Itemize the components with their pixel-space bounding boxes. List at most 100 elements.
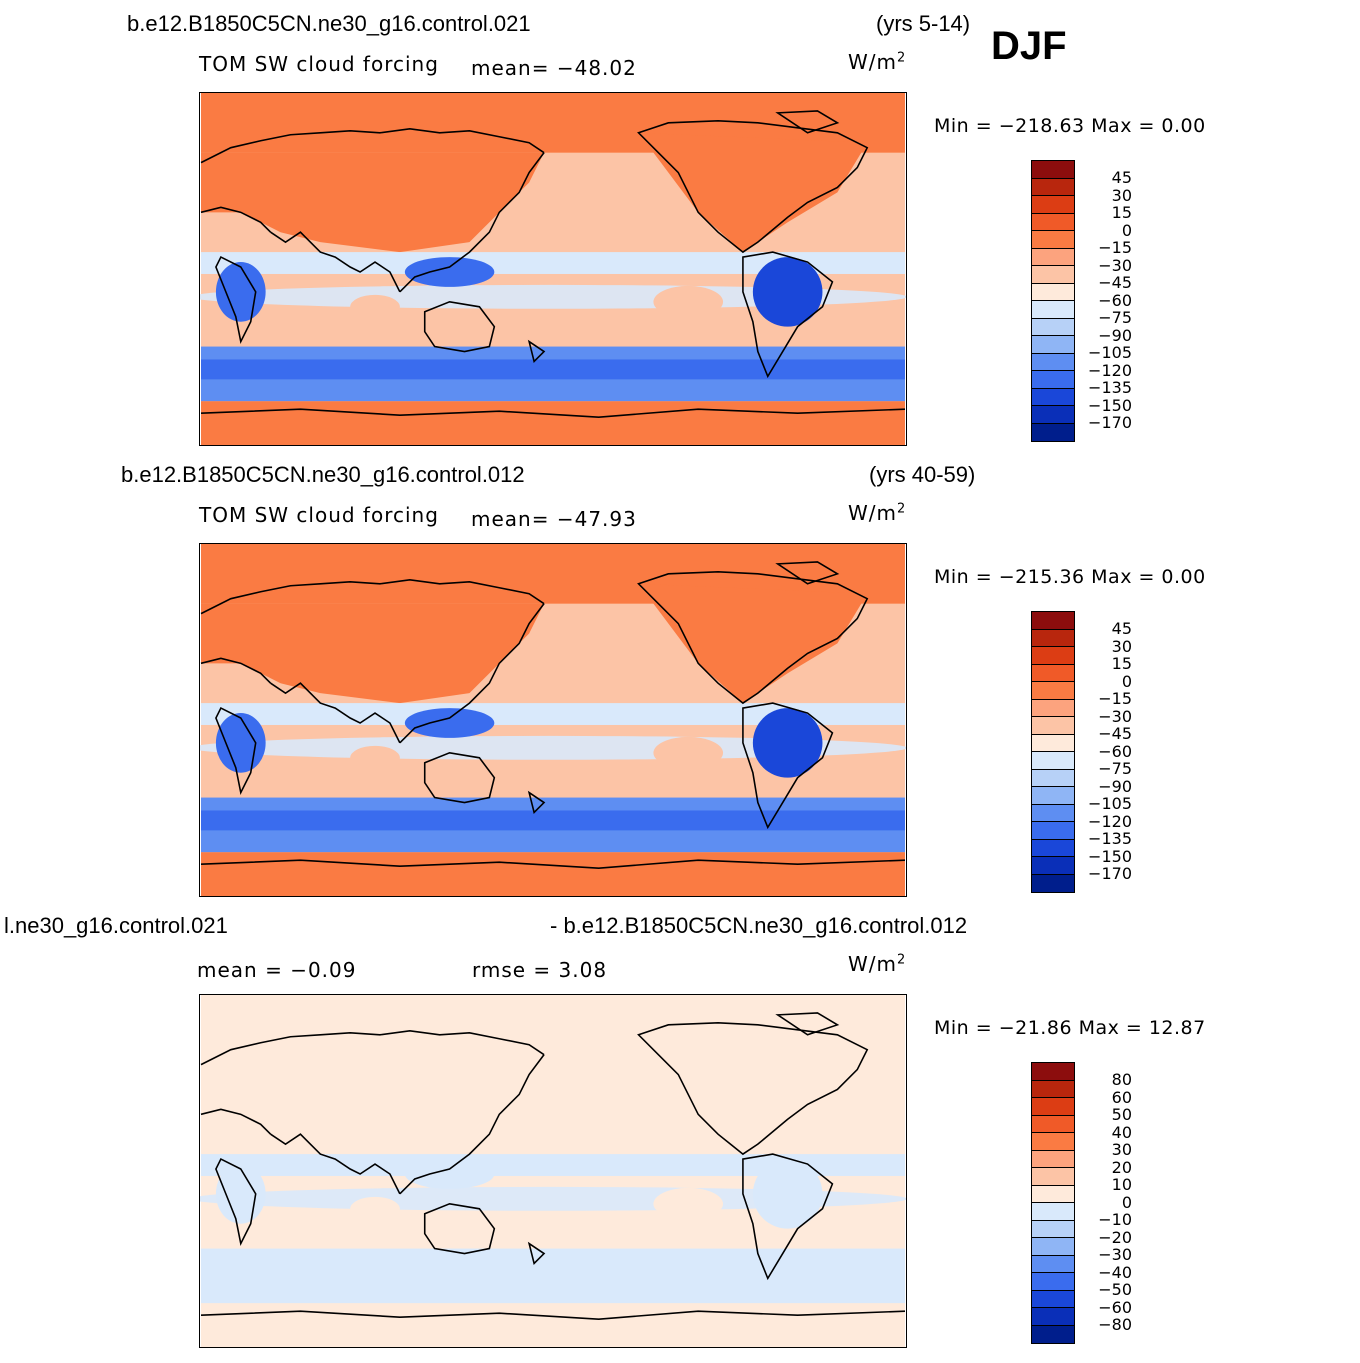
colorbar-tick-label: 60 xyxy=(1111,1087,1132,1107)
years-label: (yrs 40-59) xyxy=(869,462,976,487)
units-label: W/m2 xyxy=(848,50,907,74)
colorbar-swatch xyxy=(1032,752,1074,770)
units-label: W/m2 xyxy=(848,952,907,976)
colorbar-swatch xyxy=(1032,874,1074,892)
colorbar-tick-label: −50 xyxy=(1098,1280,1132,1299)
colorbar-tick-label: −90 xyxy=(1098,325,1132,345)
colorbar-swatch xyxy=(1032,406,1074,424)
colorbar-swatch xyxy=(1032,769,1074,787)
years-label: (yrs 5-14) xyxy=(876,11,971,36)
map-field xyxy=(200,995,906,1347)
colorbar-tick-label: 30 xyxy=(1111,1140,1132,1159)
colorbar-swatch xyxy=(1032,664,1074,682)
colorbar-swatch xyxy=(1032,839,1074,857)
colorbar-tick-label: −30 xyxy=(1098,1245,1132,1264)
rmse-label: rmse = 3.08 xyxy=(472,958,608,982)
colorbar-swatch xyxy=(1032,1308,1074,1326)
colorbar-tick-label: −45 xyxy=(1098,724,1132,743)
colorbar-swatch xyxy=(1032,301,1074,319)
map-panel xyxy=(199,92,907,446)
variable-label: TOM SW cloud forcing xyxy=(199,52,439,76)
colorbar-swatch xyxy=(1032,1063,1074,1081)
colorbar-swatch xyxy=(1032,1238,1074,1256)
colorbar-swatch xyxy=(1032,1290,1074,1308)
colorbar-swatch xyxy=(1032,647,1074,665)
colorbar-swatch xyxy=(1032,1273,1074,1291)
mean-label: mean= −48.02 xyxy=(471,56,637,80)
map-panel xyxy=(199,543,907,897)
colorbar-tick-label: −15 xyxy=(1098,689,1132,708)
case-name: l.ne30_g16.control.021 xyxy=(4,913,228,938)
colorbar-swatch xyxy=(1032,1185,1074,1203)
colorbar-swatch xyxy=(1032,371,1074,389)
colorbar-swatch xyxy=(1032,857,1074,875)
colorbar-swatch xyxy=(1032,1115,1074,1133)
colorbar-tick-label: −75 xyxy=(1098,308,1132,327)
colorbar-tick-label: −105 xyxy=(1088,794,1132,813)
colorbar-swatch xyxy=(1032,161,1074,179)
colorbar-tick-label: −120 xyxy=(1088,811,1132,831)
colorbar-tick-label: 10 xyxy=(1111,1175,1132,1194)
colorbar-swatch xyxy=(1032,1325,1074,1343)
colorbar-tick-label: 50 xyxy=(1111,1105,1132,1124)
colorbar-swatch xyxy=(1032,717,1074,735)
colorbar-tick-label: −10 xyxy=(1098,1210,1132,1229)
colorbar-swatch xyxy=(1032,318,1074,336)
min-max-label: Min = −215.36 Max = 0.00 xyxy=(934,566,1206,588)
colorbar-swatch xyxy=(1032,353,1074,371)
colorbar-tick-label: −60 xyxy=(1098,741,1132,761)
map-field xyxy=(200,93,906,445)
units-label: W/m2 xyxy=(848,501,907,525)
colorbar-swatch xyxy=(1032,1098,1074,1116)
colorbar-swatch xyxy=(1032,423,1074,441)
colorbar-tick-label: 0 xyxy=(1121,671,1132,691)
colorbar-tick-label: 20 xyxy=(1111,1157,1132,1177)
colorbar-tick-label: −135 xyxy=(1088,378,1132,397)
colorbar-swatch xyxy=(1032,612,1074,630)
colorbar-swatch xyxy=(1032,1168,1074,1186)
colorbar-tick-label: −60 xyxy=(1098,290,1132,310)
colorbar-swatch xyxy=(1032,248,1074,266)
colorbar-tick-label: −170 xyxy=(1088,864,1132,883)
colorbar-tick-label: 30 xyxy=(1111,185,1132,205)
colorbar-swatch xyxy=(1032,1220,1074,1238)
colorbar-tick-label: 45 xyxy=(1111,168,1132,187)
colorbar-swatch xyxy=(1032,699,1074,717)
variable-label: TOM SW cloud forcing xyxy=(199,503,439,527)
colorbar-tick-label: 15 xyxy=(1111,203,1132,222)
colorbar-swatch xyxy=(1032,1080,1074,1098)
colorbar-tick-label: 15 xyxy=(1111,654,1132,673)
colorbar-tick-label: −150 xyxy=(1088,846,1132,866)
colorbar-tick-label: 40 xyxy=(1111,1122,1132,1142)
colorbar-tick-label: −90 xyxy=(1098,776,1132,796)
min-max-label: Min = −21.86 Max = 12.87 xyxy=(934,1017,1206,1039)
colorbar-tick-label: −150 xyxy=(1088,395,1132,415)
colorbar-tick-label: −40 xyxy=(1098,1262,1132,1282)
mean-label: mean = −0.09 xyxy=(197,958,357,982)
case-name-subtracted: - b.e12.B1850C5CN.ne30_g16.control.012 xyxy=(550,913,968,938)
colorbar-tick-label: 80 xyxy=(1111,1070,1132,1089)
season-label: DJF xyxy=(991,24,1067,68)
colorbar-swatch xyxy=(1032,1255,1074,1273)
colorbar-swatch xyxy=(1032,388,1074,406)
colorbar-swatch xyxy=(1032,787,1074,805)
colorbar xyxy=(1031,160,1075,442)
colorbar-tick-label: −30 xyxy=(1098,255,1132,275)
colorbar-swatch xyxy=(1032,283,1074,301)
colorbar-tick-label: −170 xyxy=(1088,413,1132,432)
colorbar-swatch xyxy=(1032,196,1074,214)
colorbar-tick-label: −80 xyxy=(1098,1315,1132,1334)
colorbar-tick-label: −45 xyxy=(1098,273,1132,292)
colorbar-tick-label: −20 xyxy=(1098,1227,1132,1247)
colorbar-tick-label: −105 xyxy=(1088,343,1132,362)
colorbar-tick-label: 0 xyxy=(1121,1192,1132,1212)
colorbar-swatch xyxy=(1032,231,1074,249)
mean-label: mean= −47.93 xyxy=(471,507,637,531)
colorbar-tick-label: −15 xyxy=(1098,238,1132,257)
colorbar-tick-label: −60 xyxy=(1098,1297,1132,1317)
colorbar-tick-label: −75 xyxy=(1098,759,1132,778)
min-max-label: Min = −218.63 Max = 0.00 xyxy=(934,115,1206,137)
case-name: b.e12.B1850C5CN.ne30_g16.control.021 xyxy=(127,11,531,36)
colorbar-tick-label: 45 xyxy=(1111,619,1132,638)
colorbar xyxy=(1031,1062,1075,1344)
